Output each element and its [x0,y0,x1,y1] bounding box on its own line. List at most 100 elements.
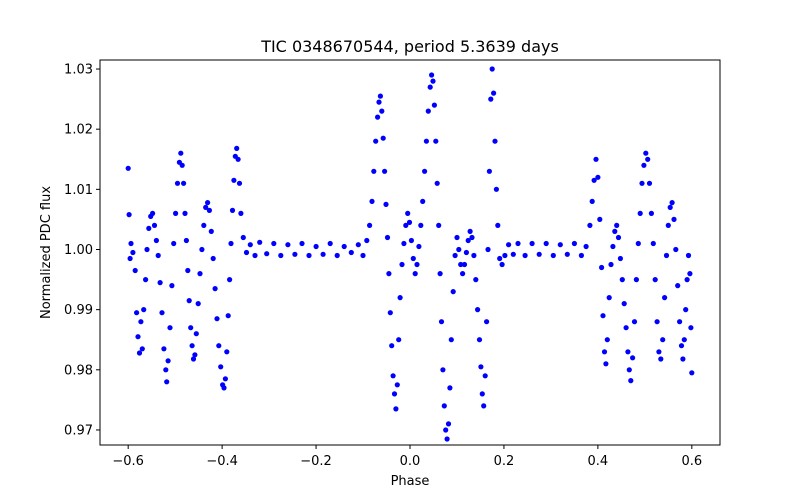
data-point [438,319,445,325]
data-point [135,334,141,340]
data-point [429,72,435,78]
data-point [193,331,199,337]
data-point [473,277,479,283]
data-point [427,84,433,90]
data-point [458,261,464,268]
data-point [389,343,395,349]
data-point [550,252,556,259]
data-point [493,186,499,192]
data-point [240,234,246,241]
data-point [667,204,673,210]
data-point [447,385,453,391]
data-point [557,242,563,248]
data-point [502,252,508,259]
data-point [144,246,150,253]
data-point [465,237,471,244]
x-tick-label: −0.4 [206,454,238,469]
data-point [543,240,549,247]
x-axis-ticks: −0.6 −0.4 −0.2 0.0 0.2 0.4 0.6 [112,445,702,469]
y-tick-label: 1.00 [64,243,93,258]
data-point [631,319,638,325]
data-point [479,391,485,397]
data-point [656,349,662,355]
data-point [320,251,326,257]
data-point [422,168,428,174]
data-point [141,307,147,313]
data-point [450,289,456,295]
data-point [171,240,177,247]
data-point [578,252,585,259]
data-point [348,249,354,256]
data-point [482,373,488,379]
data-point [373,138,379,144]
data-point [425,108,431,114]
data-point [391,391,398,397]
data-point [155,252,161,259]
data-point [406,219,413,225]
data-point [434,180,440,186]
data-point [601,349,608,355]
data-point [515,240,521,247]
data-point [617,255,624,262]
data-point [619,277,625,283]
data-point [595,174,601,180]
data-point [591,177,597,183]
y-axis-label: Normalized PDC flux [39,186,54,319]
data-point [393,406,399,412]
data-point [164,379,170,385]
data-point [182,210,188,216]
data-point [414,261,420,268]
scatter-points [125,66,695,442]
data-point [278,252,284,259]
data-point [161,346,167,352]
data-point [677,319,683,325]
data-point [639,180,645,186]
y-tick-label: 0.98 [64,363,93,378]
y-tick-label: 1.03 [64,63,93,78]
x-tick-label: 0.2 [494,454,515,469]
y-tick-label: 1.02 [64,123,93,138]
data-point [589,198,595,204]
x-tick-label: −0.2 [300,454,332,469]
data-point [190,356,197,362]
data-point [444,436,450,442]
data-point [418,222,424,228]
data-point [643,150,649,156]
data-point [416,243,422,250]
data-point [489,66,495,72]
data-point [628,378,634,384]
data-point [689,370,695,376]
data-point [684,277,690,283]
data-point [264,251,270,257]
data-point [387,310,393,316]
data-point [431,102,437,108]
data-point [510,251,516,257]
data-point [234,145,240,151]
data-point [227,277,233,283]
data-point [134,310,140,316]
data-point [313,243,319,250]
data-point [650,240,656,247]
data-point [143,277,149,283]
data-point [403,222,409,228]
data-point [625,349,631,355]
data-point [681,337,687,343]
x-tick-label: −0.6 [112,454,144,469]
data-point [228,240,234,247]
data-point [159,310,165,316]
data-point [271,240,277,247]
data-point [454,234,460,241]
data-point [181,180,187,186]
data-point [506,242,512,248]
data-point [606,295,612,301]
data-point [399,261,405,268]
data-point [408,237,414,244]
data-point [369,198,375,204]
data-point [195,301,201,307]
data-point [610,243,616,250]
data-point [492,138,498,144]
y-axis-ticks: 0.97 0.98 0.99 1.00 1.01 1.02 1.03 [64,63,100,438]
data-point [292,251,298,257]
data-point [203,204,209,210]
